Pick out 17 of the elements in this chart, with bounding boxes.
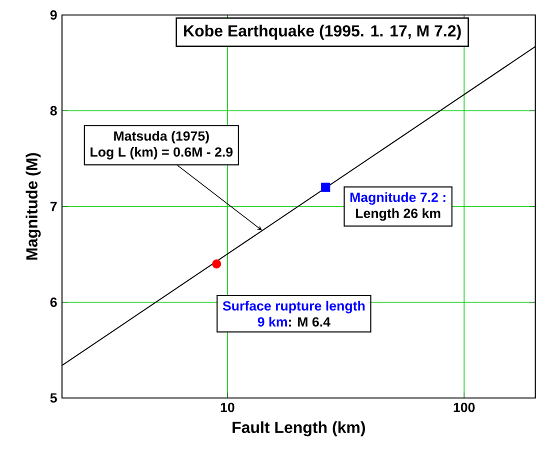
text: Kobe Earthquake (1995. 1. 17, M 7.2) [184,24,461,40]
x-tick-label: 10 [220,402,234,412]
annotation: Surface rupture length [222,300,365,314]
annotation: : M 6.4 [289,317,330,327]
annotation: Length 26 km [356,208,440,221]
y-tick-label: 5 [50,393,57,403]
y-axis-title: Magnitude (M) [26,153,41,260]
y-tick-label: 7 [50,202,57,212]
y-tick-label: 8 [50,106,57,116]
x-tick-label: 100 [454,402,475,412]
annotation: Magnitude 7.2 : [350,192,446,205]
annotation: 9 km [258,316,287,327]
annotation: Log L (km) = 0.6M - 2.9 [90,146,233,160]
y-tick-label: 9 [50,10,57,20]
y-tick-label: 6 [50,298,57,307]
x-axis-title: Fault Length (km) [232,421,365,436]
annotation: Matsuda (1975) [114,130,209,144]
